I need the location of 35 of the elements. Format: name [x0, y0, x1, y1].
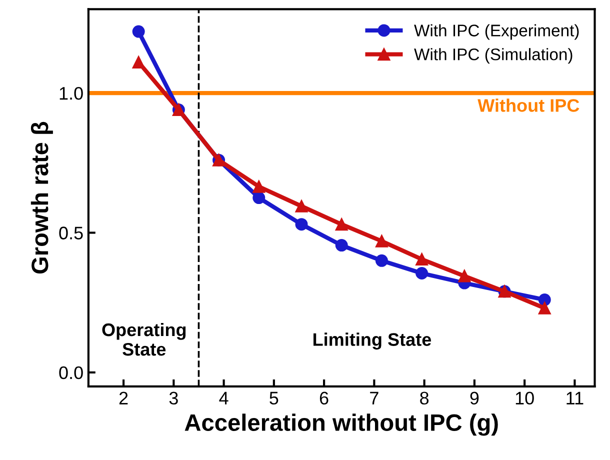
- annotation: Operating State: [102, 322, 186, 356]
- point: [375, 234, 388, 248]
- point: [458, 270, 471, 282]
- point: [416, 266, 428, 280]
- x-axis-title: Acceleration without IPC (g): [184, 414, 498, 436]
- point: [252, 180, 266, 193]
- x-tick-label: 4: [219, 392, 228, 404]
- point: [375, 254, 388, 267]
- annotation: Limiting State: [314, 332, 432, 350]
- point: [538, 294, 551, 306]
- x-tick-label: 3: [169, 392, 178, 405]
- point: [132, 25, 145, 38]
- x-tick-label: 8: [420, 392, 429, 405]
- legend-label: With IPC (Simulation): [414, 48, 572, 64]
- point: [416, 253, 428, 266]
- point: [132, 56, 145, 69]
- point: [335, 239, 348, 252]
- x-tick-label: 9: [470, 392, 479, 405]
- point: [295, 218, 308, 231]
- x-tick-label: 11: [566, 392, 584, 404]
- ref-line-label: Without IPC: [478, 98, 580, 112]
- point: [335, 218, 348, 231]
- x-tick-label: 10: [516, 392, 534, 405]
- y-tick-label: 1.0: [60, 86, 83, 100]
- x-tick-label: 7: [370, 392, 378, 404]
- y-tick-label: 0.0: [59, 366, 83, 380]
- point: [295, 200, 308, 212]
- y-tick-label: 0.5: [59, 226, 83, 240]
- point: [538, 302, 551, 314]
- x-tick-label: 2: [119, 392, 128, 404]
- y-axis-title: Growth rate β: [30, 122, 53, 274]
- point: [252, 192, 266, 204]
- x-tick-label: 6: [320, 392, 328, 405]
- x-tick-label: 5: [270, 392, 278, 405]
- legend-label: With IPC (Experiment): [414, 24, 579, 40]
